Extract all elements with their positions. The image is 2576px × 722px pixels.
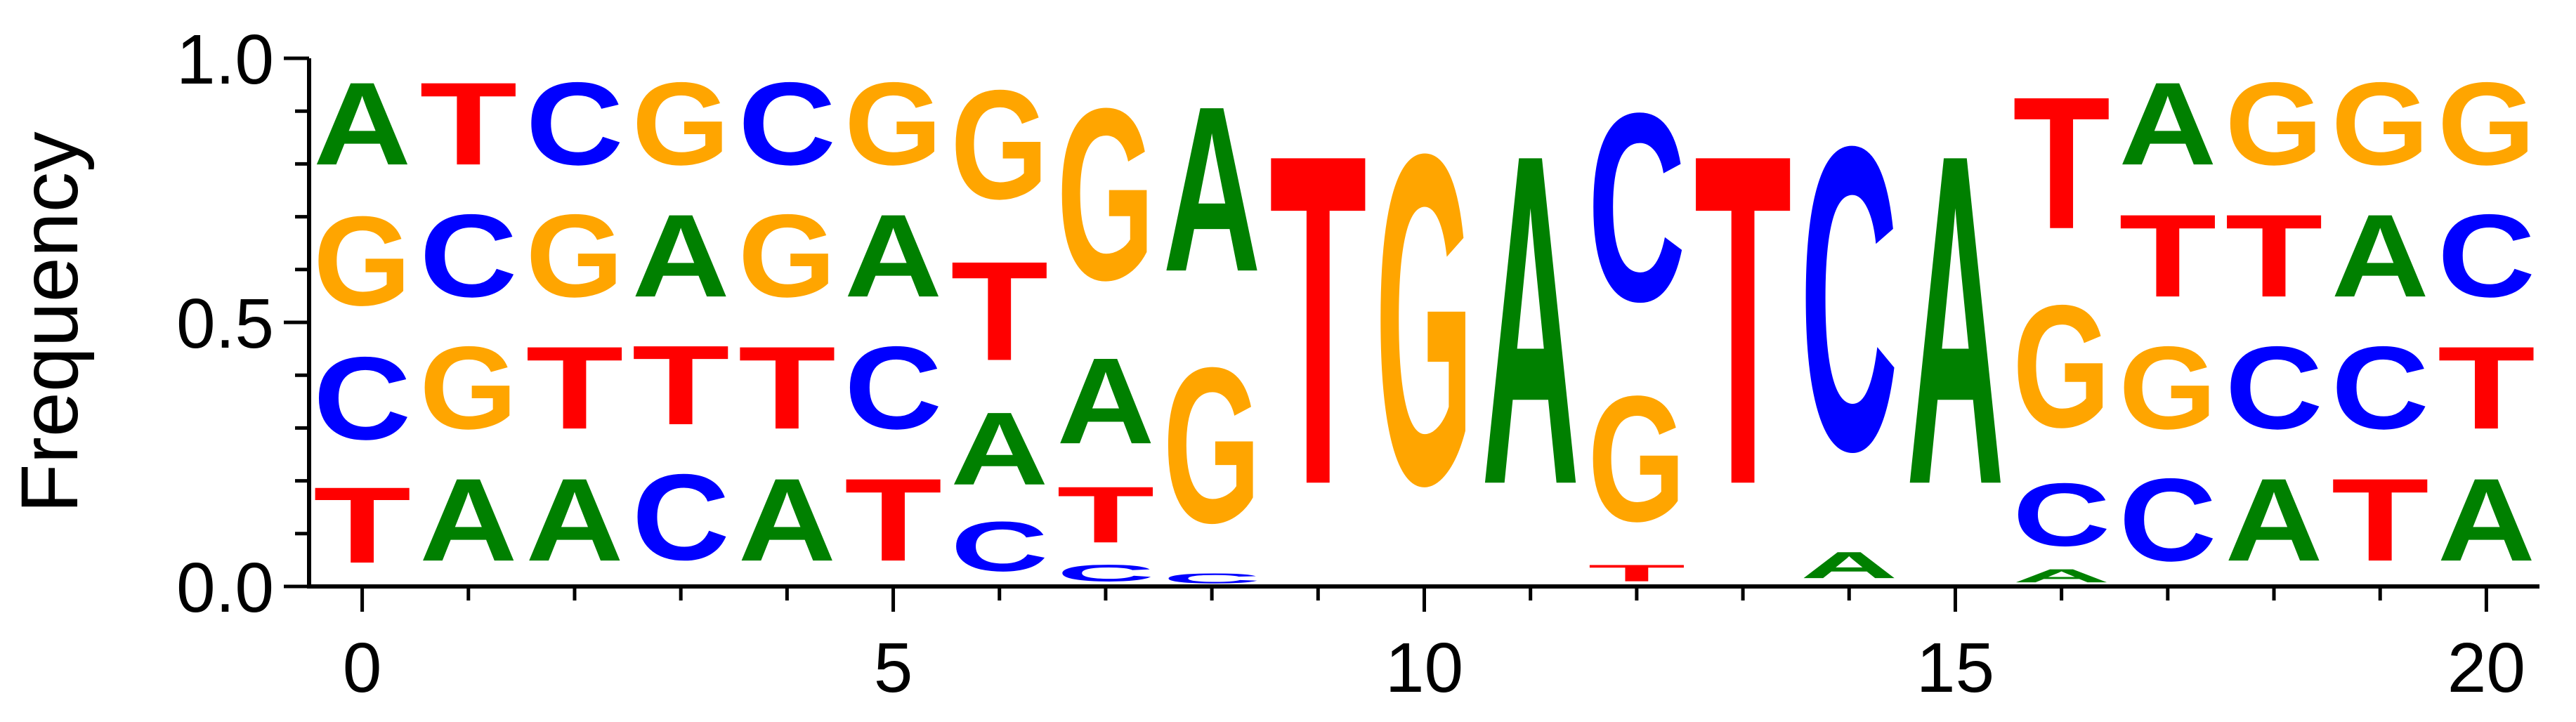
- logo-letter-G-pos-1: G: [419, 322, 517, 454]
- y-tick-label: 1.0: [176, 20, 274, 99]
- logo-letter-C-pos-14: C: [1800, 56, 1898, 541]
- y-axis-ticks: 0.0 0.5 1.0: [176, 20, 309, 627]
- logo-letter-A-pos-1: A: [419, 454, 517, 586]
- logo-letter-G-pos-16: G: [2013, 268, 2110, 464]
- logo-letter-G-pos-2: G: [525, 190, 623, 322]
- logo-letter-G-pos-19: G: [2332, 58, 2429, 190]
- logo-letter-C-pos-0: C: [313, 333, 411, 465]
- logo-letter-G-pos-0: G: [313, 190, 411, 332]
- logo-letter-T-pos-18: T: [2225, 190, 2322, 322]
- logo-letter-T-pos-9: T: [1269, 57, 1367, 584]
- logo-letter-C-pos-5: C: [844, 322, 942, 454]
- logo-letter-G-pos-12: G: [1588, 359, 1685, 559]
- logo-letter-A-pos-18: A: [2225, 454, 2322, 586]
- logo-letter-A-pos-19: A: [2332, 190, 2429, 322]
- logo-letter-T-pos-7: T: [1057, 471, 1154, 560]
- logo-letter-T-pos-17: T: [2119, 190, 2216, 322]
- logo-letter-T-pos-20: T: [2438, 322, 2535, 454]
- logo-letter-G-pos-18: G: [2225, 58, 2322, 190]
- x-tick-label: 10: [1385, 629, 1463, 707]
- logo-letter-A-pos-0: A: [313, 58, 411, 190]
- logo-letter-C-pos-1: C: [419, 190, 517, 322]
- logo-letter-C-pos-12: C: [1588, 58, 1685, 358]
- logo-letter-T-pos-4: T: [738, 322, 836, 454]
- x-tick-label: 15: [1916, 629, 1994, 707]
- logo-letter-A-pos-16: A: [2013, 565, 2110, 586]
- logo-letter-C-pos-6: C: [950, 507, 1048, 586]
- logo-letter-C-pos-3: C: [632, 449, 730, 586]
- x-tick-label: 0: [343, 629, 382, 707]
- logo-letter-G-pos-17: G: [2119, 322, 2216, 454]
- logo-letter-G-pos-4: G: [738, 190, 836, 322]
- logo-letter-C-pos-7: C: [1057, 560, 1154, 586]
- logo-letter-G-pos-8: G: [1163, 322, 1261, 570]
- logo-letter-C-pos-17: C: [2119, 454, 2216, 586]
- logo-letter-A-pos-17: A: [2119, 58, 2216, 190]
- x-tick-label: 5: [874, 629, 913, 707]
- logo-letter-C-pos-18: C: [2225, 322, 2322, 454]
- logo-letter-T-pos-13: T: [1694, 57, 1792, 584]
- logo-letter-C-pos-4: C: [738, 58, 836, 190]
- logo-letter-A-pos-4: A: [738, 454, 836, 586]
- x-tick-label: 20: [2447, 629, 2525, 707]
- logo-letter-A-pos-6: A: [950, 391, 1048, 506]
- logo-letter-A-pos-3: A: [632, 190, 730, 322]
- y-axis-title: Frequency: [5, 131, 95, 513]
- logo-letter-G-pos-6: G: [950, 58, 1048, 232]
- logo-letter-T-pos-1: T: [419, 58, 517, 190]
- logo-letter-G-pos-20: G: [2438, 58, 2535, 190]
- logo-letter-A-pos-20: A: [2438, 454, 2535, 586]
- logo-letter-A-pos-14: A: [1800, 544, 1898, 586]
- logo-letter-T-pos-0: T: [313, 465, 411, 586]
- logo-letter-T-pos-5: T: [844, 454, 942, 586]
- x-axis-ticks: 0 5 10 15 20: [343, 586, 2525, 707]
- logo-letter-C-pos-2: C: [525, 58, 623, 190]
- logo-letter-T-pos-2: T: [525, 322, 623, 454]
- y-tick-label: 0.5: [176, 284, 274, 363]
- logo-letter-A-pos-7: A: [1057, 332, 1154, 469]
- logo-letter-T-pos-6: T: [950, 232, 1048, 390]
- logo-letter-G-pos-3: G: [632, 58, 730, 190]
- logo-letter-C-pos-8: C: [1163, 570, 1261, 586]
- logo-letter-A-pos-2: A: [525, 454, 623, 586]
- logo-letter-C-pos-16: C: [2013, 464, 2110, 565]
- logo-letter-G-pos-7: G: [1057, 57, 1154, 331]
- y-tick-label: 0.0: [176, 549, 274, 627]
- logo-letter-A-pos-5: A: [844, 190, 942, 322]
- logo-letter-A-pos-15: A: [1907, 56, 2004, 583]
- logo-letter-C-pos-19: C: [2332, 322, 2429, 454]
- logo-letter-A-pos-8: A: [1163, 57, 1261, 320]
- logo-letter-T-pos-16: T: [2013, 58, 2110, 268]
- logo-letter-C-pos-20: C: [2438, 190, 2535, 322]
- logo-letter-T-pos-3: T: [632, 322, 730, 449]
- logo-letter-G-pos-10: G: [1375, 57, 1473, 584]
- logo-letter-A-pos-11: A: [1482, 56, 1579, 583]
- logo-letter-G-pos-5: G: [844, 58, 942, 190]
- logo-letter-T-pos-19: T: [2332, 454, 2429, 586]
- logo-letter-T-pos-12: T: [1588, 560, 1685, 586]
